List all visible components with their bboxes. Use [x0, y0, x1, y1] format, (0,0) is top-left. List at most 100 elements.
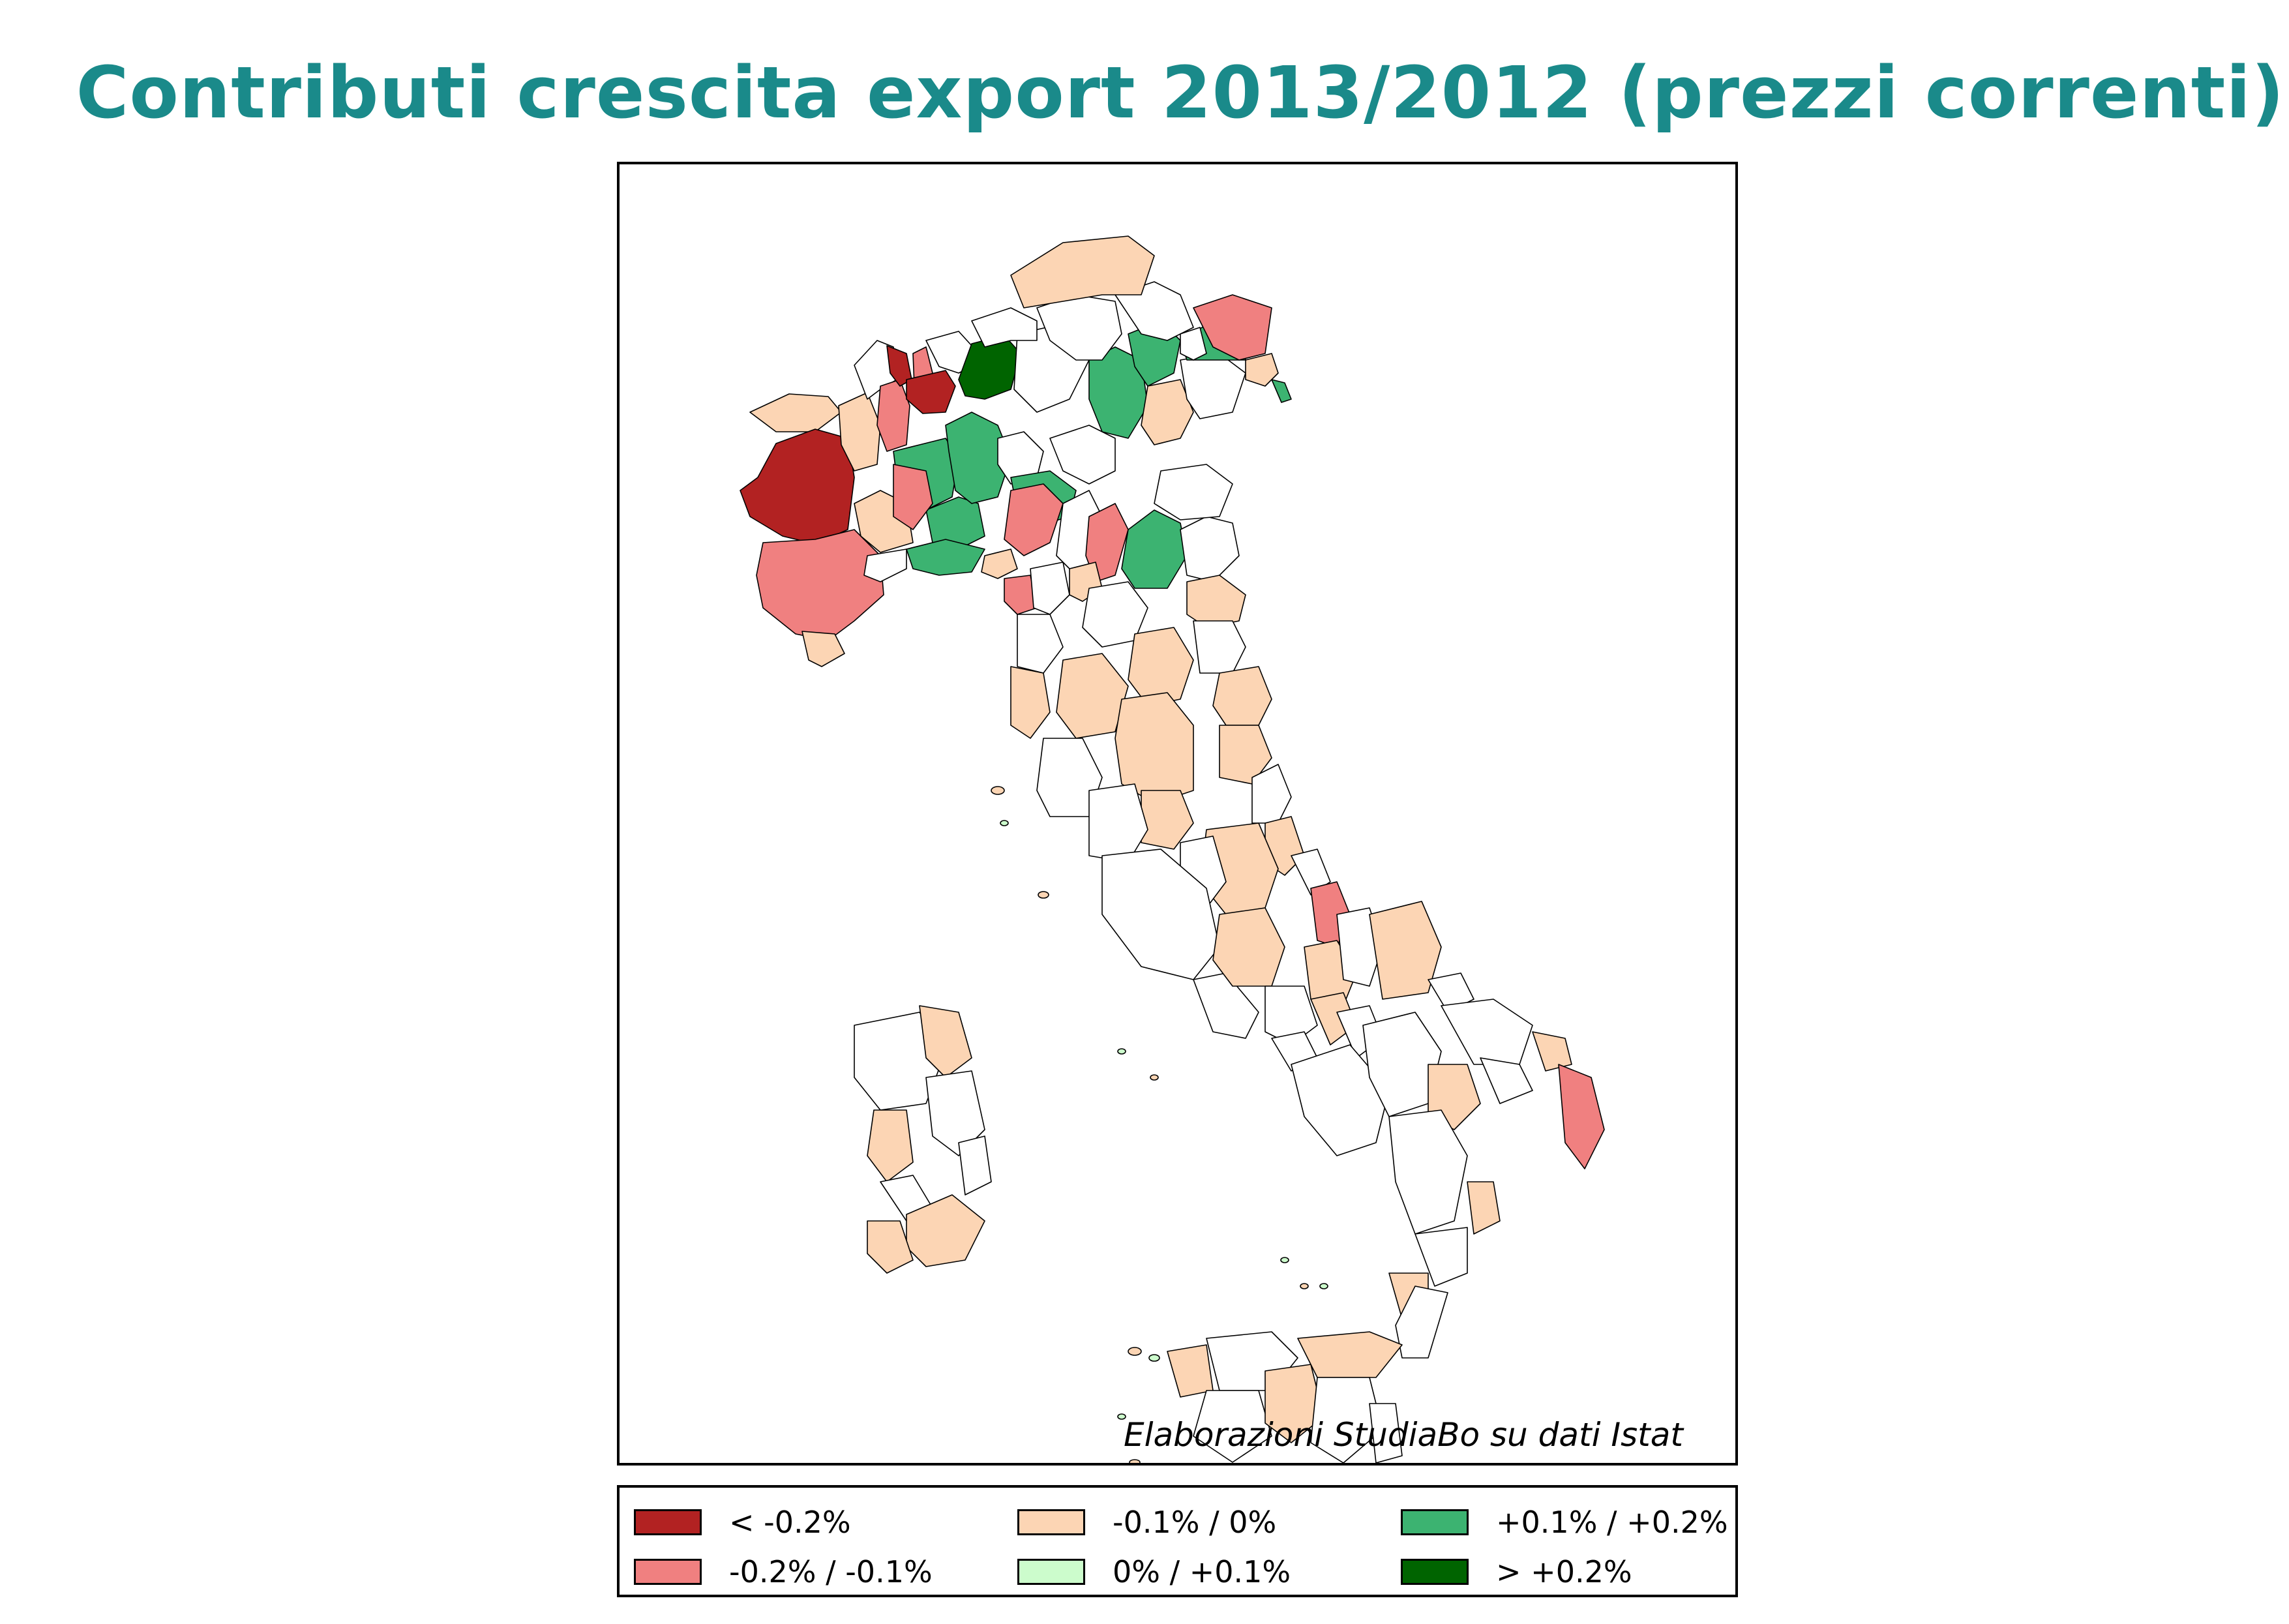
province-arezzo	[1128, 627, 1194, 706]
legend-label-lt-neg02: < -0.2%	[729, 1505, 851, 1540]
province-livorno	[1010, 666, 1051, 739]
province-pisa	[1017, 614, 1064, 674]
province-modena	[1085, 503, 1129, 582]
map-title: Contributi crescita export 2013/2012 (pr…	[76, 51, 2285, 134]
legend-label-0-pos01: 0% / +0.1%	[1113, 1554, 1291, 1589]
legend-item-neg02-neg01: -0.2% / -0.1%	[634, 1554, 933, 1589]
legend-label-gt-pos02: > +0.2%	[1496, 1554, 1632, 1589]
province-ravenna-fc	[1180, 516, 1240, 582]
province-lucca	[1030, 562, 1070, 615]
province-brindisi	[1532, 1031, 1572, 1072]
province-sardegna-or	[867, 1109, 914, 1182]
legend-swatch-0-pos01	[1017, 1559, 1085, 1585]
province-belluno	[1115, 281, 1194, 341]
province-genova	[906, 539, 985, 576]
province-sondrio	[971, 307, 1038, 348]
province-novara	[876, 379, 910, 452]
province-catanzaro	[1414, 1227, 1468, 1287]
island	[1148, 1354, 1160, 1362]
legend-item-lt-neg02: < -0.2%	[634, 1505, 851, 1540]
island	[1000, 820, 1009, 826]
province-udine	[1193, 294, 1272, 361]
italy-map	[740, 235, 1605, 1463]
province-verona	[1088, 346, 1148, 439]
province-sicilia-sr	[1369, 1403, 1403, 1463]
province-asti	[893, 464, 933, 530]
legend-swatch-neg02-neg01	[634, 1559, 702, 1585]
province-aosta	[749, 393, 842, 432]
island	[991, 786, 1005, 795]
province-bolzano	[1010, 235, 1155, 308]
province-terni	[1141, 790, 1194, 850]
province-crotone	[1467, 1181, 1501, 1235]
island	[1038, 891, 1049, 899]
province-cuneo	[756, 529, 884, 641]
province-sicilia-cl	[1264, 1364, 1324, 1443]
province-sicilia-ag	[1193, 1390, 1272, 1463]
province-cosenza	[1388, 1109, 1468, 1235]
source-credit: Elaborazioni StudiaBo su dati Istat	[1124, 1416, 1683, 1454]
province-trieste-tip	[1271, 379, 1292, 403]
island	[1300, 1283, 1309, 1289]
province-como2	[906, 370, 956, 414]
province-sicilia-ct	[1310, 1377, 1383, 1463]
province-macerata	[1219, 725, 1272, 785]
province-imperia	[801, 631, 845, 667]
island	[1128, 1347, 1142, 1356]
legend-item-pos01-pos02: +0.1% / +0.2%	[1401, 1505, 1728, 1540]
island	[1319, 1283, 1328, 1289]
island	[1150, 1074, 1159, 1081]
province-mantova	[1049, 425, 1116, 485]
province-lecce	[1558, 1064, 1605, 1169]
province-bat	[1428, 972, 1474, 1013]
province-ferrara	[1154, 464, 1233, 520]
legend-swatch-gt-pos02	[1401, 1559, 1469, 1585]
legend-label-neg01-0: -0.1% / 0%	[1113, 1505, 1277, 1540]
province-sardegna-ot	[919, 1005, 972, 1078]
map-legend: < -0.2% -0.1% / 0% +0.1% / +0.2% -0.2% /…	[617, 1485, 1738, 1597]
province-sardegna-og	[958, 1135, 992, 1195]
province-pescara	[1291, 849, 1331, 895]
legend-swatch-lt-neg02	[634, 1509, 702, 1535]
province-salerno	[1291, 1044, 1390, 1156]
province-rimini-pu	[1186, 575, 1246, 628]
province-ascoli-fermo	[1251, 764, 1292, 824]
island	[1280, 1257, 1289, 1263]
province-reggio-cal	[1395, 1286, 1448, 1359]
province-savona	[863, 549, 907, 582]
province-asti-alessandria	[945, 412, 1011, 504]
province-varese	[886, 345, 912, 387]
province-sicilia-me	[1297, 1331, 1403, 1378]
legend-label-pos01-pos02: +0.1% / +0.2%	[1496, 1505, 1728, 1540]
province-pesaro	[1193, 620, 1246, 674]
province-pordenone	[1180, 327, 1207, 361]
province-bari	[1441, 999, 1533, 1065]
province-parma	[1004, 483, 1064, 556]
province-padova	[1141, 379, 1194, 445]
province-massa	[1004, 575, 1038, 615]
legend-swatch-pos01-pos02	[1401, 1509, 1469, 1535]
province-sardegna-ci	[867, 1220, 914, 1274]
province-latina	[1193, 972, 1259, 1039]
province-roma	[1101, 849, 1220, 980]
province-bologna	[1121, 509, 1188, 589]
legend-item-gt-pos02: > +0.2%	[1401, 1554, 1632, 1589]
province-siena	[1056, 653, 1129, 739]
legend-item-neg01-0: -0.1% / 0%	[1017, 1505, 1277, 1540]
province-torino	[740, 429, 855, 545]
province-sardegna-ss	[854, 1012, 946, 1111]
province-frosinone	[1212, 907, 1285, 987]
island	[1129, 1459, 1141, 1463]
legend-swatch-neg01-0	[1017, 1509, 1085, 1535]
province-sicilia-tp	[1167, 1344, 1214, 1398]
island	[1117, 1413, 1126, 1420]
province-taranto	[1480, 1057, 1533, 1104]
province-ancona	[1212, 666, 1272, 726]
map-panel: Elaborazioni StudiaBo su dati Istat	[617, 162, 1738, 1466]
island	[1117, 1048, 1126, 1055]
legend-label-neg02-neg01: -0.2% / -0.1%	[729, 1554, 933, 1589]
province-foggia	[1369, 901, 1442, 1000]
legend-item-0-pos01: 0% / +0.1%	[1017, 1554, 1291, 1589]
province-viterbo	[1088, 783, 1148, 863]
province-la-spezia	[981, 549, 1018, 579]
